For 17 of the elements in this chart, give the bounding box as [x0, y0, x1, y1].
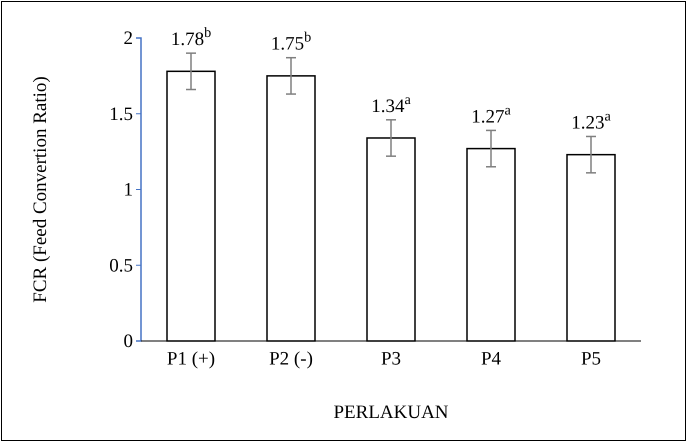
y-tick-label: 1	[124, 180, 133, 201]
data-label: 1.23$^{a}$	[571, 108, 612, 134]
x-tick-label: P3	[380, 348, 402, 370]
y-axis-title: FCR (Feed Convertion Ratio)	[30, 76, 51, 303]
x-axis-title: PERLAKUAN	[333, 402, 449, 423]
data-label: 1.75$^{b}$	[270, 30, 312, 55]
x-tick-label: P1 (+)	[166, 348, 216, 370]
data-label: 1.27$^{a}$	[471, 102, 512, 128]
y-tick-label: 0.5	[109, 255, 133, 276]
y-tick-label: 1.5	[109, 104, 133, 125]
data-label: 1.34$^{a}$	[371, 92, 412, 117]
y-tick-label: 0	[124, 331, 133, 352]
data-label: 1.78$^{b}$	[170, 25, 212, 50]
x-tick-label: P5	[580, 348, 602, 370]
y-tick-label: 2	[124, 28, 133, 50]
x-tick-label: P4	[480, 348, 502, 370]
x-tick-label: P2 (-)	[269, 348, 313, 370]
